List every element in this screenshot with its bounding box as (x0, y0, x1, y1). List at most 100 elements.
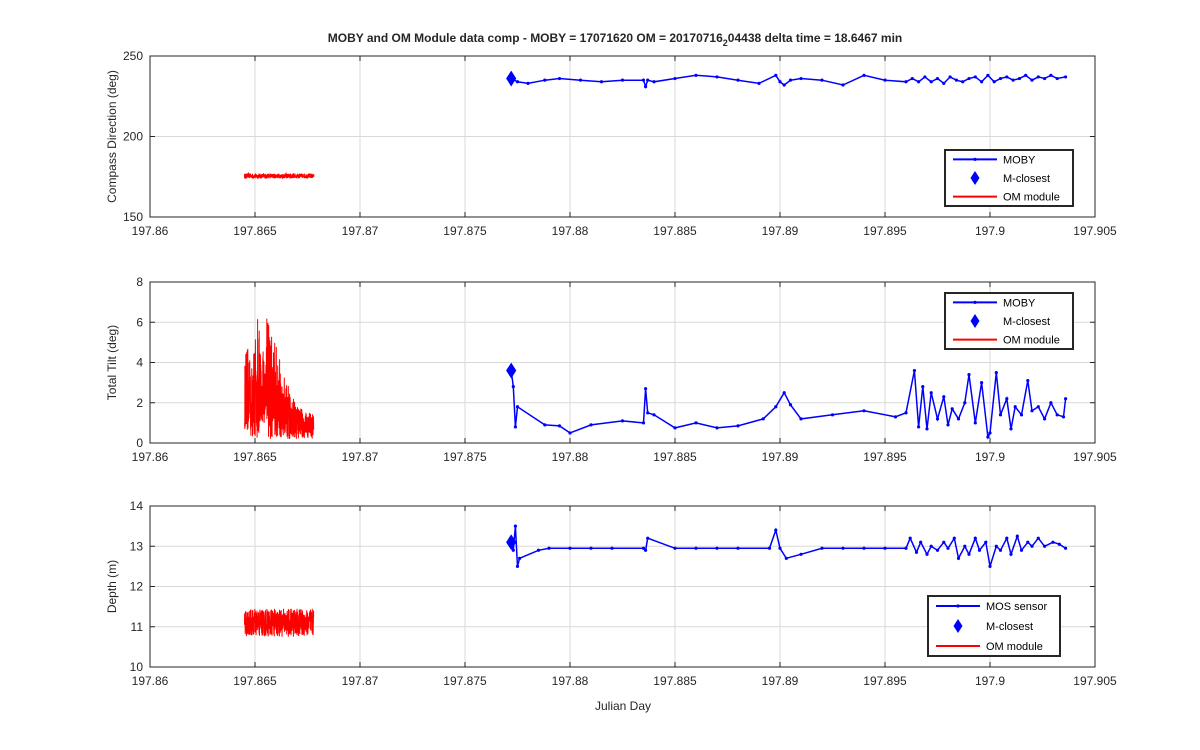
x-tick-label: 197.87 (342, 674, 379, 688)
x-tick-label: 197.88 (552, 674, 589, 688)
data-point (1043, 76, 1047, 81)
data-point (980, 80, 984, 84)
series-line (510, 526, 1067, 567)
data-point (778, 546, 782, 550)
data-point (1030, 544, 1034, 548)
data-point (589, 546, 593, 550)
data-point (1049, 73, 1053, 77)
y-axis-label: Depth (m) (105, 560, 119, 613)
data-point (1030, 409, 1034, 413)
data-point (921, 385, 925, 389)
legend-label: M-closest (1003, 316, 1050, 328)
x-tick-label: 197.875 (443, 224, 487, 238)
data-point (925, 427, 929, 431)
data-point (644, 84, 648, 89)
data-point (910, 76, 914, 81)
data-point (761, 417, 765, 421)
x-tick-label: 197.905 (1073, 674, 1117, 688)
data-point (1061, 415, 1066, 419)
data-point (1055, 76, 1059, 81)
legend: MOBY M-closest OM module (944, 292, 1074, 350)
data-point (620, 419, 625, 423)
data-point (967, 552, 971, 556)
data-point (1017, 76, 1022, 81)
closest-marker (506, 70, 517, 87)
closest-marker (506, 362, 517, 379)
data-point (1036, 75, 1040, 79)
data-point (988, 431, 992, 435)
subplot-tilt: 197.86 197.865 197.87 197.875 197.88 197.885 1… (105, 275, 1117, 464)
data-point (784, 556, 788, 560)
data-point (736, 546, 740, 550)
data-point (994, 370, 998, 375)
subplot-depth: 197.86 197.865 197.87 197.875 197.88 197.885 1… (105, 499, 1117, 688)
data-point (646, 411, 650, 415)
data-point (1019, 413, 1024, 417)
data-point (1057, 542, 1061, 546)
data-point (929, 544, 933, 548)
y-tick-label: 4 (136, 356, 143, 370)
data-point (568, 431, 572, 435)
data-point (774, 73, 778, 77)
data-point (1005, 75, 1009, 79)
data-point (799, 552, 803, 556)
data-point (736, 424, 740, 428)
data-point (515, 564, 520, 568)
data-point (646, 536, 650, 540)
legend-label: OM module (986, 641, 1043, 653)
legend-label: OM module (1003, 192, 1060, 204)
data-point (774, 405, 778, 409)
legend-swatch-dot (956, 604, 960, 608)
data-point (1026, 540, 1030, 544)
data-point (557, 76, 562, 81)
data-point (557, 424, 562, 428)
legend-swatch-dot (973, 300, 977, 304)
legend: MOBY M-closest OM module (944, 149, 1074, 207)
data-point (925, 552, 929, 556)
data-point (788, 78, 793, 82)
data-point (513, 425, 518, 429)
data-point (977, 548, 982, 552)
data-point (1019, 548, 1024, 552)
data-point (543, 78, 547, 82)
data-point (641, 546, 646, 550)
x-tick-label: 197.885 (653, 224, 697, 238)
data-point (599, 80, 604, 84)
data-point (914, 550, 919, 554)
x-tick-label: 197.87 (342, 224, 379, 238)
y-tick-label: 150 (123, 210, 143, 224)
y-tick-label: 13 (130, 539, 144, 553)
x-tick-label: 197.88 (552, 450, 589, 464)
legend-swatch (970, 171, 980, 185)
data-point (515, 405, 520, 409)
x-tick-label: 197.905 (1073, 450, 1117, 464)
x-tick-label: 197.87 (342, 450, 379, 464)
title-main: MOBY and OM Module data comp - MOBY = 17… (328, 31, 723, 45)
data-point (578, 78, 583, 82)
data-point (1064, 397, 1068, 401)
x-tick-label: 197.86 (132, 224, 169, 238)
data-point (998, 413, 1003, 417)
x-tick-label: 197.895 (863, 224, 907, 238)
data-point (799, 417, 803, 421)
x-tick-label: 197.875 (443, 674, 487, 688)
data-point (820, 78, 824, 82)
data-point (518, 556, 522, 560)
data-point (973, 75, 977, 79)
data-point (994, 544, 998, 548)
legend-label: M-closest (986, 621, 1033, 633)
data-point (1064, 546, 1068, 550)
data-point (694, 421, 698, 425)
data-point (1049, 401, 1053, 405)
data-point (1015, 534, 1019, 538)
data-point (820, 546, 824, 550)
data-point (830, 413, 835, 417)
x-tick-label: 197.885 (653, 450, 697, 464)
legend-label: MOS sensor (986, 601, 1047, 613)
title-tail: 04438 delta time = 18.6467 min (728, 31, 902, 45)
data-point (942, 81, 946, 85)
legend-swatch (970, 314, 980, 328)
data-point (694, 73, 698, 77)
data-point (1026, 379, 1030, 383)
x-tick-label: 197.86 (132, 450, 169, 464)
